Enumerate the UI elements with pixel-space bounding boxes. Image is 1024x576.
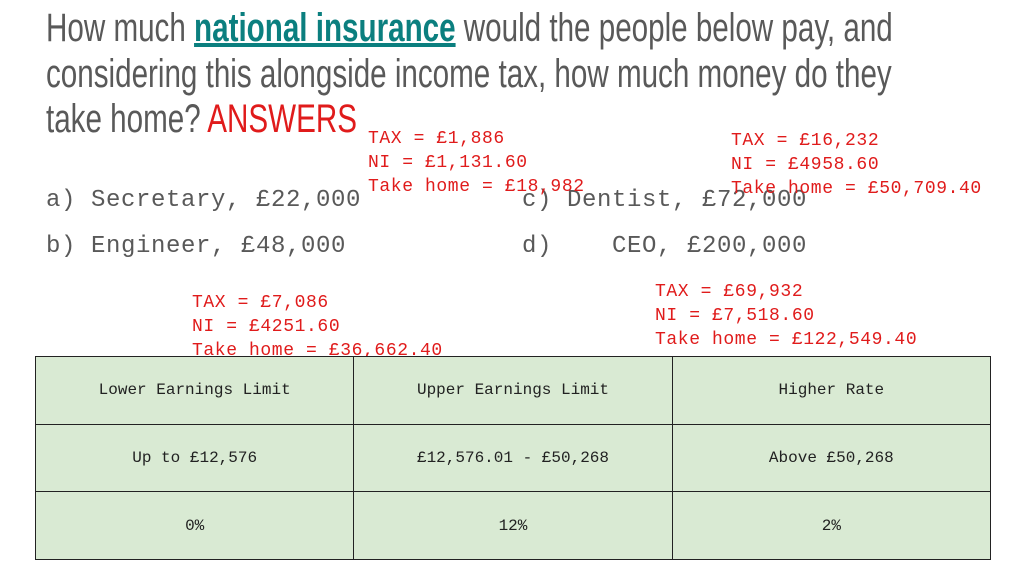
table-cell: £12,576.01 - £50,268: [353, 423, 673, 493]
title-line: How much national insurance would the pe…: [46, 5, 893, 51]
ni-table: Lower Earnings Limit Upper Earnings Limit…: [34, 356, 992, 560]
answer-line: Take home = £18,982: [368, 177, 585, 197]
answer-line: NI = £7,518.60: [655, 306, 815, 326]
answer-line: TAX = £16,232: [731, 131, 880, 151]
table-cell: Upper Earnings Limit: [353, 356, 673, 425]
answers-label: ANSWERS: [207, 97, 357, 141]
table-cell: 0%: [34, 491, 355, 560]
question: c) Dentist, £72,000: [522, 187, 808, 214]
title-link[interactable]: national insurance: [194, 6, 456, 50]
question: d) CEO, £200,000: [522, 233, 808, 260]
answer-line: NI = £4958.60: [731, 155, 880, 175]
answer-line: TAX = £1,886: [368, 129, 505, 149]
answer-line: Take home = £122,549.40: [655, 330, 918, 350]
title-line: considering this alongside income tax, h…: [46, 52, 892, 96]
table-cell: 12%: [353, 491, 673, 560]
question: a) Secretary, £22,000: [46, 187, 362, 214]
table-cell: Up to £12,576: [34, 423, 355, 493]
table-cell: Lower Earnings Limit: [34, 356, 355, 425]
answer-block: TAX = £7,086 NI = £4251.60 Take home = £36…: [192, 267, 443, 363]
title-text: would the people below pay, and: [455, 6, 893, 50]
title-line: take home? ANSWERS: [46, 96, 357, 142]
table-cell: Above £50,268: [671, 423, 992, 493]
table-cell: Higher Rate: [671, 356, 992, 425]
table-cell: 2%: [671, 491, 992, 560]
answer-block: TAX = £16,232 NI = £4958.60 Take home = £5…: [731, 105, 982, 201]
answer-line: TAX = £69,932: [655, 282, 804, 302]
question: b) Engineer, £48,000: [46, 233, 347, 260]
answer-line: NI = £1,131.60: [368, 153, 528, 173]
answer-line: TAX = £7,086: [192, 293, 329, 313]
title-text: How much: [46, 6, 195, 50]
answer-block: TAX = £1,886 NI = £1,131.60 Take home = £1…: [368, 103, 585, 199]
answer-block: TAX = £69,932 NI = £7,518.60 Take home = £…: [655, 256, 917, 352]
answer-line: Take home = £50,709.40: [731, 179, 982, 199]
answer-line: NI = £4251.60: [192, 317, 341, 337]
title-text: take home?: [46, 97, 201, 141]
